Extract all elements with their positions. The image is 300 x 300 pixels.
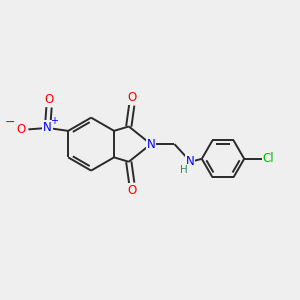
Text: N: N — [146, 138, 155, 151]
Text: N: N — [43, 122, 52, 134]
Text: +: + — [50, 116, 58, 126]
Text: O: O — [127, 91, 136, 104]
Text: Cl: Cl — [262, 152, 274, 165]
Text: H: H — [180, 165, 188, 175]
Text: O: O — [16, 123, 26, 136]
Text: O: O — [44, 93, 54, 106]
Text: −: − — [5, 116, 15, 128]
Text: N: N — [186, 155, 194, 168]
Text: O: O — [127, 184, 136, 197]
